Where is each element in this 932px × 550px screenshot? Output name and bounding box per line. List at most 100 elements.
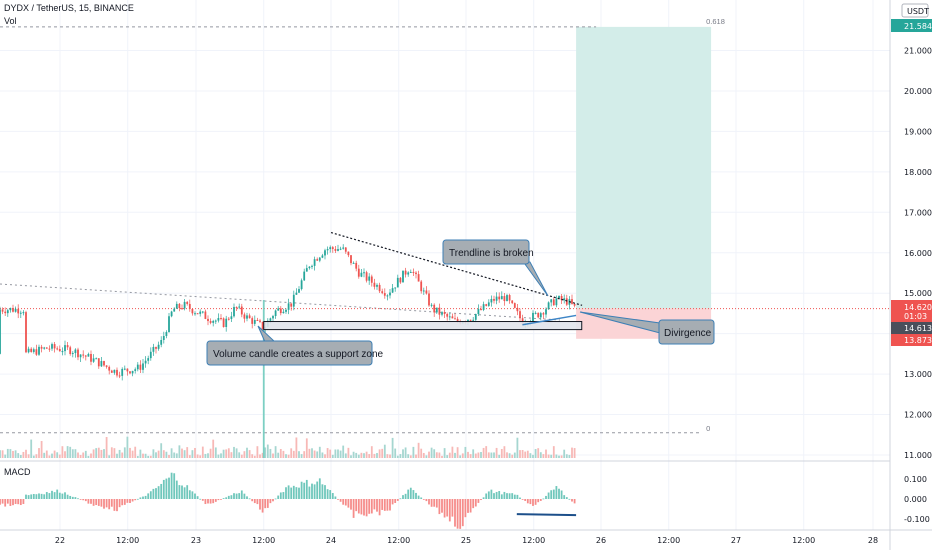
candle — [292, 290, 295, 311]
macd-bar — [313, 484, 316, 499]
volume-bar — [157, 450, 160, 458]
candle — [430, 303, 433, 308]
volume-bar — [79, 454, 82, 458]
candle — [555, 295, 558, 308]
macd-bar — [269, 499, 272, 504]
callout-divergence-box — [658, 319, 715, 345]
candle — [90, 350, 92, 366]
candle-body — [160, 340, 163, 345]
time-tick-label: 26 — [596, 536, 606, 545]
macd-bar — [191, 491, 194, 499]
volume-bar — [253, 455, 256, 458]
candle-body — [565, 298, 568, 305]
candle — [311, 264, 313, 270]
candle — [35, 344, 38, 356]
macd-bar — [261, 499, 264, 513]
candle — [40, 344, 43, 353]
volume-bar — [251, 454, 254, 458]
macd-bar — [279, 492, 282, 499]
macd-bar — [287, 485, 290, 499]
candle-body — [51, 344, 53, 349]
callout-trendline-broken[interactable]: Trendline is broken — [442, 239, 549, 297]
volume-bar — [238, 452, 241, 458]
time-tick-label: 12:00 — [116, 536, 139, 545]
candle — [334, 246, 337, 253]
candle-body — [550, 299, 553, 303]
macd-divergence-line[interactable] — [516, 513, 577, 517]
candle — [168, 313, 170, 333]
volume-bar — [363, 453, 365, 458]
macd-bar — [360, 499, 363, 515]
macd-bar — [45, 492, 48, 499]
macd-bar — [207, 499, 209, 504]
candle — [230, 311, 233, 322]
callout-divergence[interactable]: Divirgence — [579, 311, 715, 345]
price-axis[interactable]: 21.000 20.000 19.000 18.000 17.000 16.000 15.0… — [904, 47, 932, 525]
candle — [451, 313, 454, 319]
candle-body — [422, 290, 425, 292]
candle — [326, 246, 329, 255]
volume-bar — [108, 455, 111, 458]
candle-body — [448, 316, 451, 318]
macd-bar — [329, 490, 332, 499]
candle — [214, 319, 217, 325]
macd-bar — [1, 499, 4, 504]
candle — [209, 318, 212, 325]
time-tick-label: 22 — [55, 536, 65, 545]
candle — [272, 314, 274, 321]
macd-bar — [334, 496, 337, 499]
time-axis[interactable]: 22 12:00 23 12:00 24 12:00 25 12:00 26 12:00 27 12:… — [55, 536, 878, 545]
macd-bar — [134, 499, 137, 501]
volume-bar — [25, 449, 27, 458]
macd-bar — [331, 493, 334, 499]
candle-body — [469, 319, 472, 321]
volume-bar — [383, 444, 386, 458]
volume-bar — [342, 445, 345, 458]
volume-bar — [516, 437, 519, 458]
candle-body — [370, 276, 373, 283]
candle-body — [342, 247, 345, 249]
candle — [256, 317, 259, 321]
macd-bar — [355, 499, 358, 512]
volume-bar — [344, 453, 347, 458]
volume-bar — [168, 454, 170, 458]
macd-bar — [48, 493, 51, 499]
last-price-tag: 14.613 — [891, 322, 932, 334]
candle-body — [537, 312, 540, 318]
volume-bar — [529, 453, 532, 458]
candle-body — [287, 303, 290, 310]
candle-body — [506, 295, 508, 302]
candle-body — [482, 304, 485, 310]
volume-bar — [136, 455, 139, 458]
macd-bar — [344, 499, 347, 506]
volume-bar — [511, 454, 514, 458]
broken-trendline[interactable] — [330, 231, 583, 306]
macd-bar — [71, 496, 74, 499]
volume-bar — [498, 454, 501, 458]
volume-bar — [181, 448, 183, 458]
volume-bar — [391, 437, 394, 458]
candle — [113, 369, 116, 375]
candle — [493, 295, 495, 304]
volume-bar — [220, 453, 222, 458]
macd-tick-label: -0.100 — [904, 515, 930, 524]
volume-bar — [264, 447, 267, 458]
candle-body — [121, 368, 124, 376]
volume-bar — [352, 451, 355, 458]
candle-body — [269, 318, 272, 321]
candle — [563, 294, 566, 304]
support-zone[interactable] — [263, 321, 583, 331]
currency-badge[interactable]: USDT — [901, 3, 929, 18]
macd-bar — [238, 493, 241, 499]
volume-bar — [56, 452, 59, 458]
macd-bar — [402, 495, 404, 499]
candle — [350, 255, 352, 266]
time-tick-label: 23 — [191, 536, 201, 545]
macd-bar — [235, 493, 238, 499]
volume-bar — [404, 447, 407, 458]
candle — [383, 288, 386, 299]
candle-body — [212, 320, 215, 323]
candle-body — [61, 351, 64, 353]
callout-support[interactable]: Volume candle creates a support zone — [206, 325, 384, 366]
price-divergence-line[interactable] — [522, 314, 577, 326]
